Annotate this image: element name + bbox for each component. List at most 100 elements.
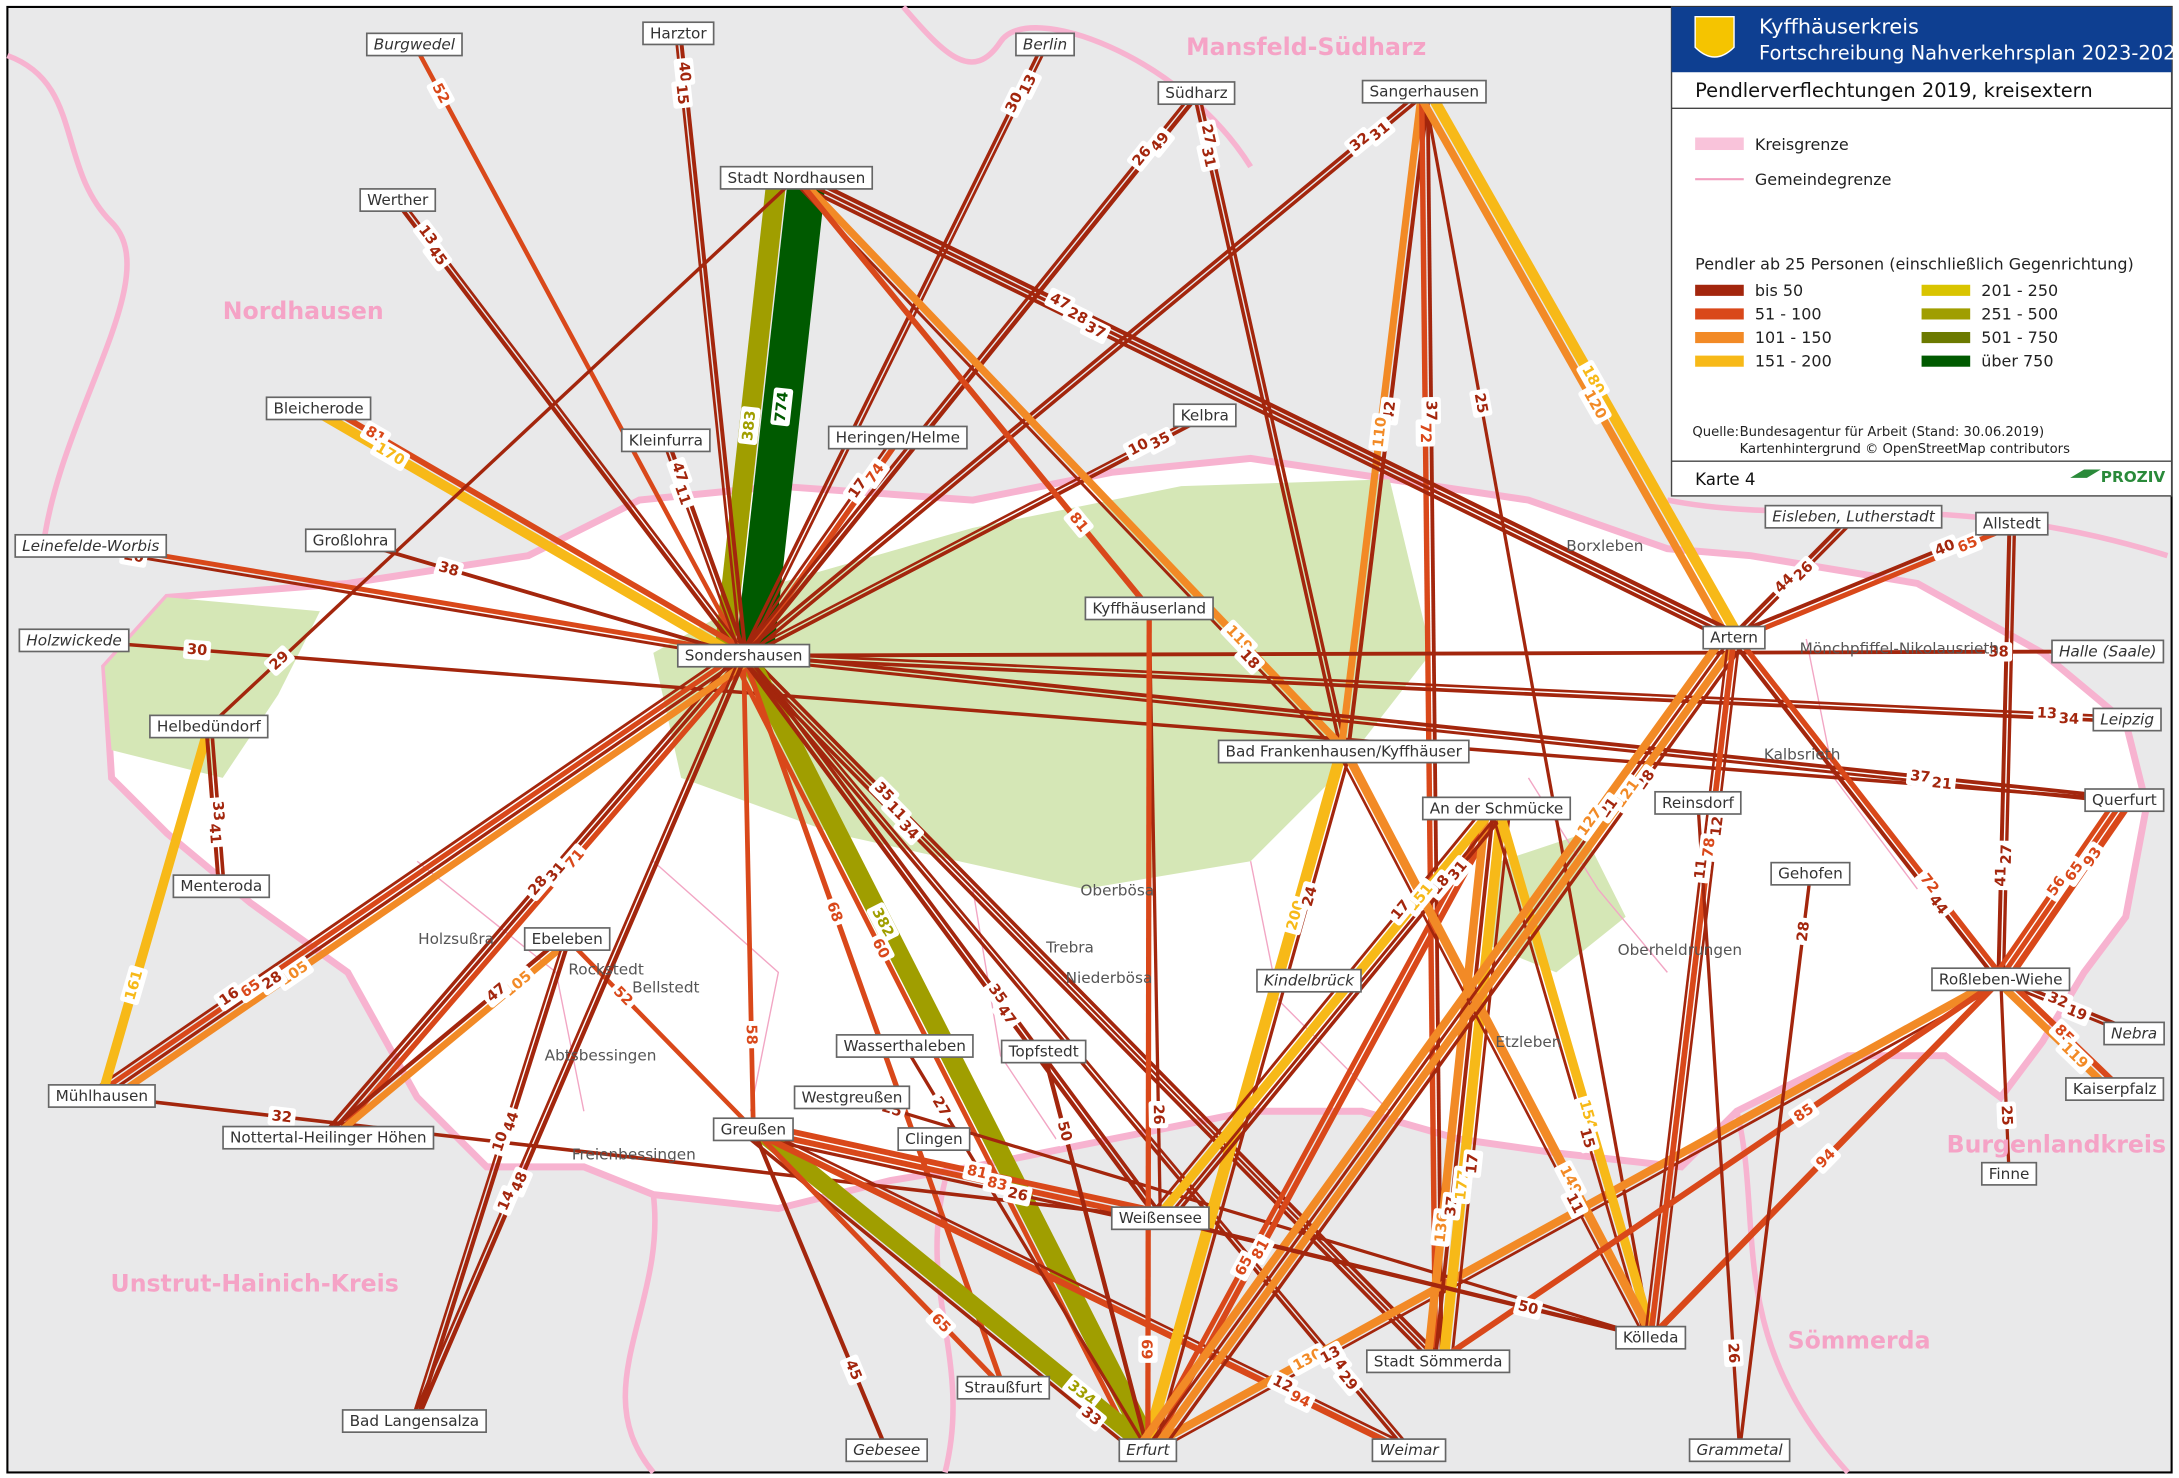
value-label: 110 <box>1370 416 1391 448</box>
place-name: Heringen/Helme <box>836 429 960 447</box>
legend-label: 51 - 100 <box>1755 304 1822 323</box>
place-name: Kölleda <box>1623 1329 1679 1347</box>
value-label: 41 <box>205 823 224 845</box>
value-label: 25 <box>1998 1105 2016 1126</box>
place-box: Nottertal-Heilinger Höhen <box>223 1127 433 1149</box>
value-label-group: 774 <box>770 387 793 426</box>
place-box: Straußfurt <box>957 1377 1049 1399</box>
value-label-group: 383 <box>738 406 761 445</box>
region-label: Nordhausen <box>223 297 384 325</box>
value-label: 37 <box>1423 400 1440 420</box>
place-label: Holzsußra <box>418 930 494 948</box>
place-box: Eisleben, Lutherstadt <box>1765 506 1941 528</box>
legend-swatch <box>1695 138 1744 151</box>
place-name: Leinefelde-Worbis <box>22 537 159 555</box>
place-box: Weimar <box>1372 1439 1445 1461</box>
place-box: Heringen/Helme <box>829 426 967 448</box>
place-box: Bleicherode <box>267 397 371 419</box>
place-name: Straußfurt <box>964 1379 1042 1397</box>
legend-swatch <box>1922 285 1971 296</box>
place-box: Greußen <box>714 1118 793 1140</box>
legend-swatch <box>1922 308 1971 319</box>
value-label-group: 28 <box>1792 917 1815 946</box>
place-name: Erfurt <box>1126 1441 1170 1459</box>
place-box: Ebeleben <box>525 928 610 950</box>
logo: PROZIV <box>2101 468 2166 486</box>
value-label: 69 <box>1139 1339 1156 1359</box>
legend-label: 501 - 750 <box>1981 328 2058 347</box>
subtitle: Fortschreibung Nahverkehrsplan 2023-2027 <box>1759 42 2179 65</box>
place-box: Kindelbrück <box>1257 970 1361 992</box>
map-title: Pendlerverflechtungen 2019, kreisextern <box>1695 79 2093 102</box>
value-label-group: 69 <box>1138 1336 1157 1363</box>
place-name: Nottertal-Heilinger Höhen <box>230 1129 427 1147</box>
value-label: 12 <box>1708 815 1727 837</box>
place-box: Leipzig <box>2093 708 2161 730</box>
place-box: Holzwickede <box>19 629 128 651</box>
value-label: 25 <box>1471 392 1491 415</box>
place-name: Bleicherode <box>273 399 363 417</box>
place-box: Wasserthaleben <box>837 1035 973 1057</box>
place-label: Mönchpfiffel-Nikolausrieth <box>1800 640 1999 658</box>
title: Kyffhäuserkreis <box>1759 14 1919 38</box>
place-box: Allstedt <box>1976 513 2048 535</box>
value-label-group: 15 <box>671 80 693 109</box>
place-name: Gehofen <box>1778 865 1843 883</box>
place-box: Großlohra <box>306 529 396 551</box>
place-name: Reinsdorf <box>1662 794 1734 812</box>
legend-label: 251 - 500 <box>1981 304 2058 323</box>
place-name: Südharz <box>1165 84 1227 102</box>
place-name: Stadt Nordhausen <box>728 169 866 187</box>
place-name: Weimar <box>1379 1441 1440 1459</box>
place-label: Abtsbessingen <box>545 1047 657 1065</box>
value-label: 34 <box>2058 710 2079 728</box>
place-box: Artern <box>1703 626 1765 648</box>
value-label-group: 30 <box>183 639 212 661</box>
coat-of-arms <box>1695 17 1734 57</box>
place-name: Stadt Sömmerda <box>1374 1352 1503 1370</box>
place-name: Westgreußen <box>802 1088 903 1106</box>
place-label: Oberbösa <box>1080 881 1154 899</box>
value-label: 13 <box>2036 704 2057 722</box>
place-box: Gebesee <box>846 1439 927 1461</box>
place-box: An der Schmücke <box>1423 797 1570 819</box>
place-box: Erfurt <box>1119 1439 1176 1461</box>
value-label: 26 <box>1724 1342 1742 1363</box>
legend-label: 151 - 200 <box>1755 352 1832 371</box>
place-label: Trebra <box>1045 938 1094 956</box>
value-label: 37 <box>1909 767 1931 786</box>
place-label: Rockstedt <box>568 961 644 979</box>
place-name: Kelbra <box>1181 406 1229 424</box>
place-box: Halle (Saale) <box>2052 640 2163 662</box>
legend-swatch <box>1922 332 1971 343</box>
value-label: 11 <box>1691 858 1710 880</box>
place-name: Roßleben-Wiehe <box>1939 970 2063 988</box>
value-label-group: 26 <box>1723 1339 1744 1367</box>
place-name: Halle (Saale) <box>2059 642 2157 660</box>
value-label-group: 41 <box>204 819 226 848</box>
place-name: Sangerhausen <box>1369 83 1479 101</box>
place-name: Eisleben, Lutherstadt <box>1772 508 1935 526</box>
legend-label: Gemeindegrenze <box>1755 170 1892 189</box>
legend-label: 201 - 250 <box>1981 281 2058 300</box>
place-box: Nebra <box>2104 1022 2164 1044</box>
value-label: 26 <box>1150 1104 1167 1125</box>
place-box: Bad Langensalza <box>343 1410 486 1432</box>
place-box: Harztor <box>643 22 714 44</box>
region-label: Unstrut-Hainich-Kreis <box>111 1270 399 1298</box>
value-label-group: 26 <box>1148 1101 1168 1129</box>
place-box: Menteroda <box>173 875 269 897</box>
place-box: Leinefelde-Worbis <box>15 535 166 557</box>
place-name: Gebesee <box>853 1441 920 1459</box>
place-box: Berlin <box>1016 33 1074 55</box>
place-box: Sondershausen <box>678 645 810 667</box>
region-label: Burgenlandkreis <box>1947 1131 2166 1159</box>
place-box: Helbedündorf <box>150 715 268 737</box>
place-box: Sangerhausen <box>1363 81 1486 103</box>
place-name: Bad Langensalza <box>350 1412 480 1430</box>
map-number: Karte 4 <box>1695 470 1755 489</box>
value-label: 78 <box>1699 837 1718 859</box>
value-label-group: 34 <box>2055 709 2083 730</box>
value-label-group: 58 <box>741 1021 761 1049</box>
value-label: 28 <box>1794 920 1813 942</box>
